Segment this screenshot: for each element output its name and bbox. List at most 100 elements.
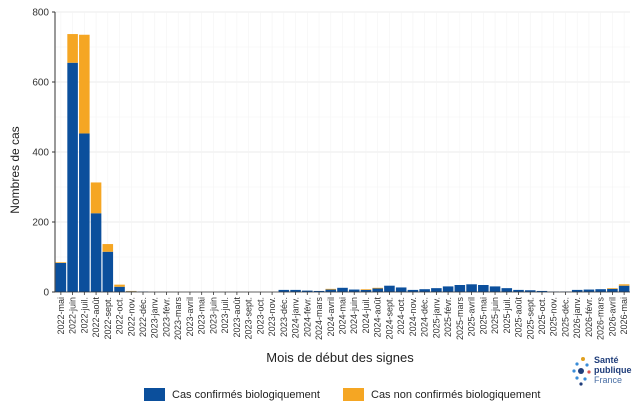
x-tick-label: 2022-juil. [79,297,89,334]
bar-confirmed [607,288,618,292]
bar-confirmed [114,286,125,292]
logo-line-1: Santé [594,355,619,365]
bar-confirmed [536,290,548,292]
bar-confirmed [290,289,301,292]
logo-line-2: publique [594,365,632,375]
x-tick-label: 2023-mai [197,297,207,335]
x-tick-label: 2025-juil. [502,297,512,334]
x-tick-label: 2024-avril [326,297,336,337]
bar-confirmed [360,289,372,292]
x-tick-label: 2024-oct. [396,297,406,335]
x-tick-label: 2025-juin [490,297,500,334]
bar-confirmed [278,289,290,292]
legend: Cas confirmés biologiquement Cas non con… [0,388,635,405]
x-tick-label: 2024-août [373,297,383,338]
legend-swatch-confirmed [144,388,165,401]
bar-confirmed [79,133,90,292]
x-tick-label: 2025-janv. [431,297,441,338]
bar-unconfirmed [607,288,618,289]
x-tick-label: 2023-sept. [244,297,254,340]
y-tick-labels: 0 200 400 600 800 [32,8,55,299]
x-tick-label: 2024-juin [349,297,359,334]
x-tick-label: 2026-avril [607,297,617,337]
bar-confirmed [102,251,114,292]
x-tick-label: 2024-déc. [420,297,430,337]
bar-unconfirmed [372,287,383,289]
bar-confirmed [67,62,78,292]
bar-confirmed [489,286,501,292]
y-axis-label-wrap: Nombres de cas [8,110,22,230]
bar-confirmed [595,289,606,292]
x-tick-label: 2026-mars [596,297,606,341]
x-tick-label: 2022-juin [68,297,78,334]
bar-confirmed [513,289,524,292]
bar-unconfirmed [90,182,102,214]
bar-confirmed [478,285,489,292]
legend-item-unconfirmed: Cas non confirmés biologiquement [343,388,540,401]
x-tick-label: 2023-mars [173,297,183,341]
y-tick-label: 200 [32,218,49,229]
bar-unconfirmed [79,34,90,134]
x-tick-label: 2023-janv. [150,297,160,338]
bar-confirmed [337,287,348,292]
logo-dots-icon [572,357,591,386]
bar-confirmed [466,284,477,292]
bar-confirmed [431,288,442,292]
x-tick-label: 2023-déc. [279,297,289,337]
legend-item-confirmed: Cas confirmés biologiquement [144,388,320,401]
bar-confirmed [442,286,454,292]
bar-confirmed [419,289,430,292]
bar-confirmed [372,288,383,292]
x-tick-label: 2026-janv. [572,297,582,338]
bar-confirmed [583,289,595,292]
bar-unconfirmed [55,262,67,263]
bar-confirmed [348,289,360,292]
bar-confirmed [501,288,513,292]
x-tick-label: 2022-oct. [115,297,125,335]
x-tick-labels: 2022-mai 2022-juin 2022-juil. 2022-août 2022… [56,292,629,340]
x-tick-label: 2025-mai [478,297,488,335]
x-tick-label: 2025-août [514,297,524,338]
logo-line-3: France [594,375,623,385]
x-tick-label: 2023-nov. [267,297,277,336]
bar-confirmed [55,262,67,292]
x-tick-label: 2024-mars [314,297,324,341]
y-axis-label: Nombres de cas [8,126,22,213]
x-tick-label: 2025-sept. [525,297,535,340]
bar-unconfirmed [114,284,125,287]
chart-area: 0 200 400 600 800 2022-mai 2022-juin 2022-juil… [32,8,630,365]
bar-unconfirmed [360,289,372,290]
bar-confirmed [395,287,407,292]
x-tick-label: 2024-mai [338,297,348,335]
x-tick-label: 2026-mai [619,297,629,335]
bars [55,34,630,292]
bar-confirmed [313,290,325,292]
legend-label-confirmed: Cas confirmés biologiquement [172,388,320,401]
x-tick-label: 2022-déc. [138,297,148,337]
bar-unconfirmed [102,244,114,252]
x-tick-label: 2022-nov. [126,297,136,336]
x-tick-label: 2022-sept. [103,297,113,340]
x-tick-label: 2025-déc. [560,297,570,337]
x-tick-label: 2023-févr. [161,297,171,337]
gridlines [55,11,630,293]
bar-confirmed [407,289,419,292]
bar-confirmed [325,289,337,292]
bar-unconfirmed [325,288,337,290]
y-tick-label: 800 [32,8,49,19]
legend-label-unconfirmed: Cas non confirmés biologiquement [371,388,541,401]
x-tick-label: 2023-oct. [255,297,265,335]
x-tick-label: 2023-août [232,297,242,338]
x-tick-label: 2024-sept. [384,297,394,340]
logo-text: Santé publique France [594,355,632,385]
sante-publique-france-logo: Santé publique France [568,355,635,387]
x-tick-label: 2026-févr. [584,297,594,337]
x-tick-label: 2024-janv. [291,297,301,338]
x-tick-label: 2023-juil. [220,297,230,334]
x-axis-label: Mois de début des signes [266,350,414,365]
legend-swatch-unconfirmed [343,388,364,401]
bar-confirmed [90,213,102,292]
x-tick-label: 2024-juil. [361,297,371,334]
y-tick-label: 0 [43,288,49,299]
y-tick-label: 400 [32,148,49,159]
